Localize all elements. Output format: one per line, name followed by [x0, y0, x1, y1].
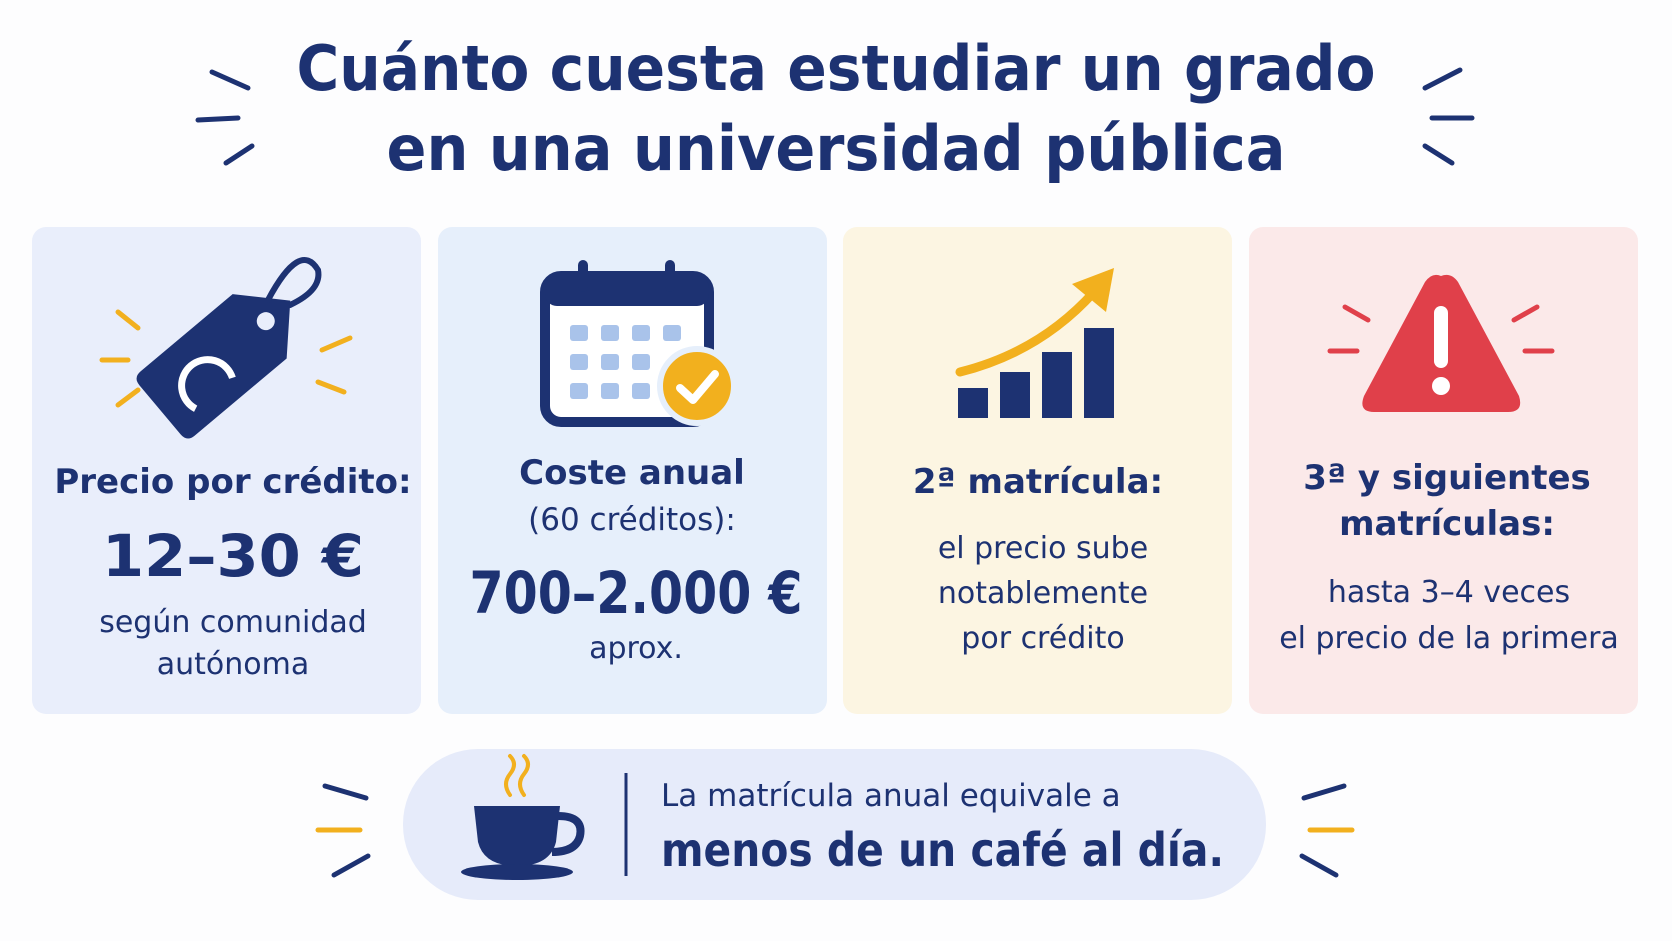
- warning-icon: [1327, 274, 1555, 412]
- price-tag-icon: [99, 257, 353, 439]
- stroke: [209, 69, 251, 91]
- tag-hole: [256, 312, 275, 331]
- calendar-header: [545, 276, 709, 306]
- calendar-ring: [665, 260, 675, 292]
- footer-pill: [403, 749, 1266, 900]
- bar-shape: [1084, 328, 1114, 418]
- card-heading: 3ª y siguientes: [1303, 458, 1591, 498]
- stroke: [1301, 783, 1347, 801]
- card-heading: (60 créditos):: [528, 502, 736, 538]
- calendar-icon: [540, 260, 737, 427]
- card-note: el precio de la primera: [1279, 621, 1619, 656]
- stroke: [322, 783, 369, 801]
- steam: [504, 754, 530, 797]
- card-value: 700–2.000 €: [470, 559, 803, 627]
- warning-rays: [1327, 304, 1555, 354]
- stroke: [315, 379, 347, 395]
- card-value: 12–30 €: [102, 522, 364, 590]
- card-note: según comunidad: [99, 605, 367, 640]
- footer-line: La matrícula anual equivale a: [661, 778, 1121, 814]
- card-heading: Coste anual: [519, 453, 745, 493]
- coffee-icon: [461, 754, 585, 880]
- footer-line: menos de un café al día.: [661, 823, 1224, 877]
- card: [438, 227, 827, 714]
- bar-shape: [958, 388, 988, 418]
- tag: [136, 294, 291, 439]
- stroke: [1422, 67, 1463, 91]
- euro-sign: [178, 356, 236, 412]
- bar-shape: [1000, 372, 1030, 418]
- stroke: [115, 309, 141, 331]
- card-note: por crédito: [961, 621, 1124, 656]
- card-note: hasta 3–4 veces: [1328, 575, 1570, 610]
- title-line: en una universidad pública: [387, 112, 1286, 185]
- card-heading: matrículas:: [1339, 504, 1555, 544]
- stroke: [1422, 143, 1455, 166]
- card-note: notablemente: [938, 576, 1148, 611]
- card-note: el precio sube: [938, 531, 1148, 566]
- stroke: [115, 387, 141, 408]
- saucer: [461, 864, 573, 880]
- arrow-head: [1072, 268, 1114, 312]
- exclamation-dot: [1432, 377, 1450, 395]
- check-badge: [657, 346, 737, 426]
- footer-decoration: [315, 783, 1355, 878]
- title-line: Cuánto cuesta estudiar un grado: [297, 32, 1376, 105]
- calendar-grid: [570, 325, 681, 399]
- trend-arrow: [955, 287, 1099, 377]
- card-note: autónoma: [157, 647, 310, 682]
- card-heading: 2ª matrícula:: [913, 462, 1163, 502]
- check-mark: [676, 370, 719, 404]
- card: [843, 227, 1232, 714]
- stroke: [223, 143, 255, 166]
- tag-string: [265, 257, 322, 308]
- stroke: [195, 115, 241, 123]
- cup-handle: [551, 812, 585, 856]
- exclamation: [1434, 306, 1448, 368]
- stroke: [331, 853, 371, 878]
- card-heading: Precio por crédito:: [54, 462, 411, 502]
- stroke: [319, 335, 353, 353]
- stroke: [1299, 853, 1339, 878]
- title-decoration: [195, 67, 1475, 166]
- cup: [474, 806, 560, 866]
- bar-shape: [1042, 352, 1072, 418]
- growth-icon: [955, 268, 1114, 418]
- card-note: aprox.: [589, 631, 683, 666]
- calendar-ring: [578, 260, 588, 292]
